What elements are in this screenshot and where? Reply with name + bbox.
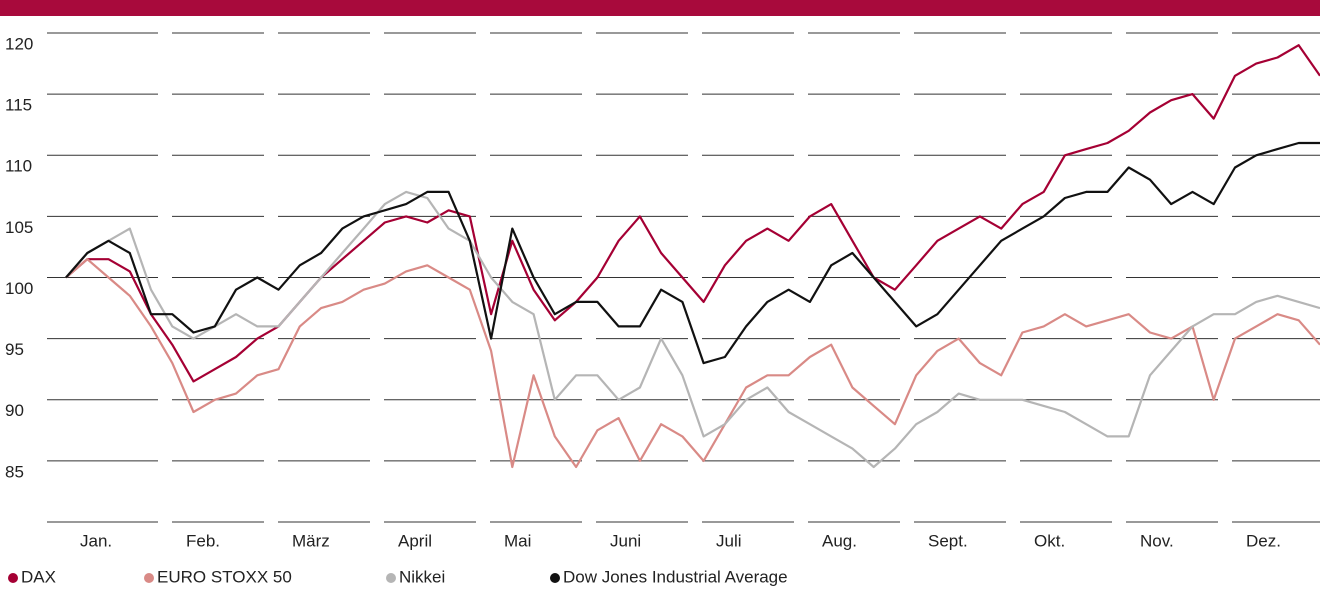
- series-line: [65, 44, 1320, 383]
- x-tick-label: Sept.: [928, 531, 968, 550]
- series-line: [65, 141, 1320, 365]
- series-line: [65, 190, 1320, 469]
- top-bar: [0, 0, 1320, 16]
- y-tick-label: 110: [5, 157, 32, 176]
- x-tick-label: Dez.: [1246, 531, 1281, 550]
- x-tick-label: Nov.: [1140, 531, 1174, 550]
- legend-dot: [8, 573, 18, 583]
- legend-label: Nikkei: [399, 567, 445, 586]
- y-tick-label: 115: [5, 96, 32, 115]
- legend-label: Dow Jones Industrial Average: [563, 567, 788, 586]
- y-tick-label: 85: [5, 462, 24, 481]
- x-tick-label: März: [292, 531, 330, 550]
- x-tick-label: Aug.: [822, 531, 857, 550]
- y-tick-label: 100: [5, 279, 33, 298]
- legend-label: EURO STOXX 50: [157, 567, 292, 586]
- x-tick-label: Jan.: [80, 531, 112, 550]
- legend-dot: [386, 573, 396, 583]
- legend-dot: [144, 573, 154, 583]
- legend-label: DAX: [21, 567, 56, 586]
- x-tick-label: Juni: [610, 531, 641, 550]
- series-line: [65, 258, 1320, 469]
- y-tick-label: 105: [5, 218, 33, 237]
- x-tick-label: Juli: [716, 531, 742, 550]
- x-tick-label: Mai: [504, 531, 531, 550]
- y-tick-label: 120: [5, 34, 33, 53]
- y-tick-label: 95: [5, 340, 24, 359]
- x-tick-label: April: [398, 531, 432, 550]
- x-tick-label: Okt.: [1034, 531, 1065, 550]
- x-tick-label: Feb.: [186, 531, 220, 550]
- y-tick-label: 90: [5, 401, 24, 420]
- legend-dot: [550, 573, 560, 583]
